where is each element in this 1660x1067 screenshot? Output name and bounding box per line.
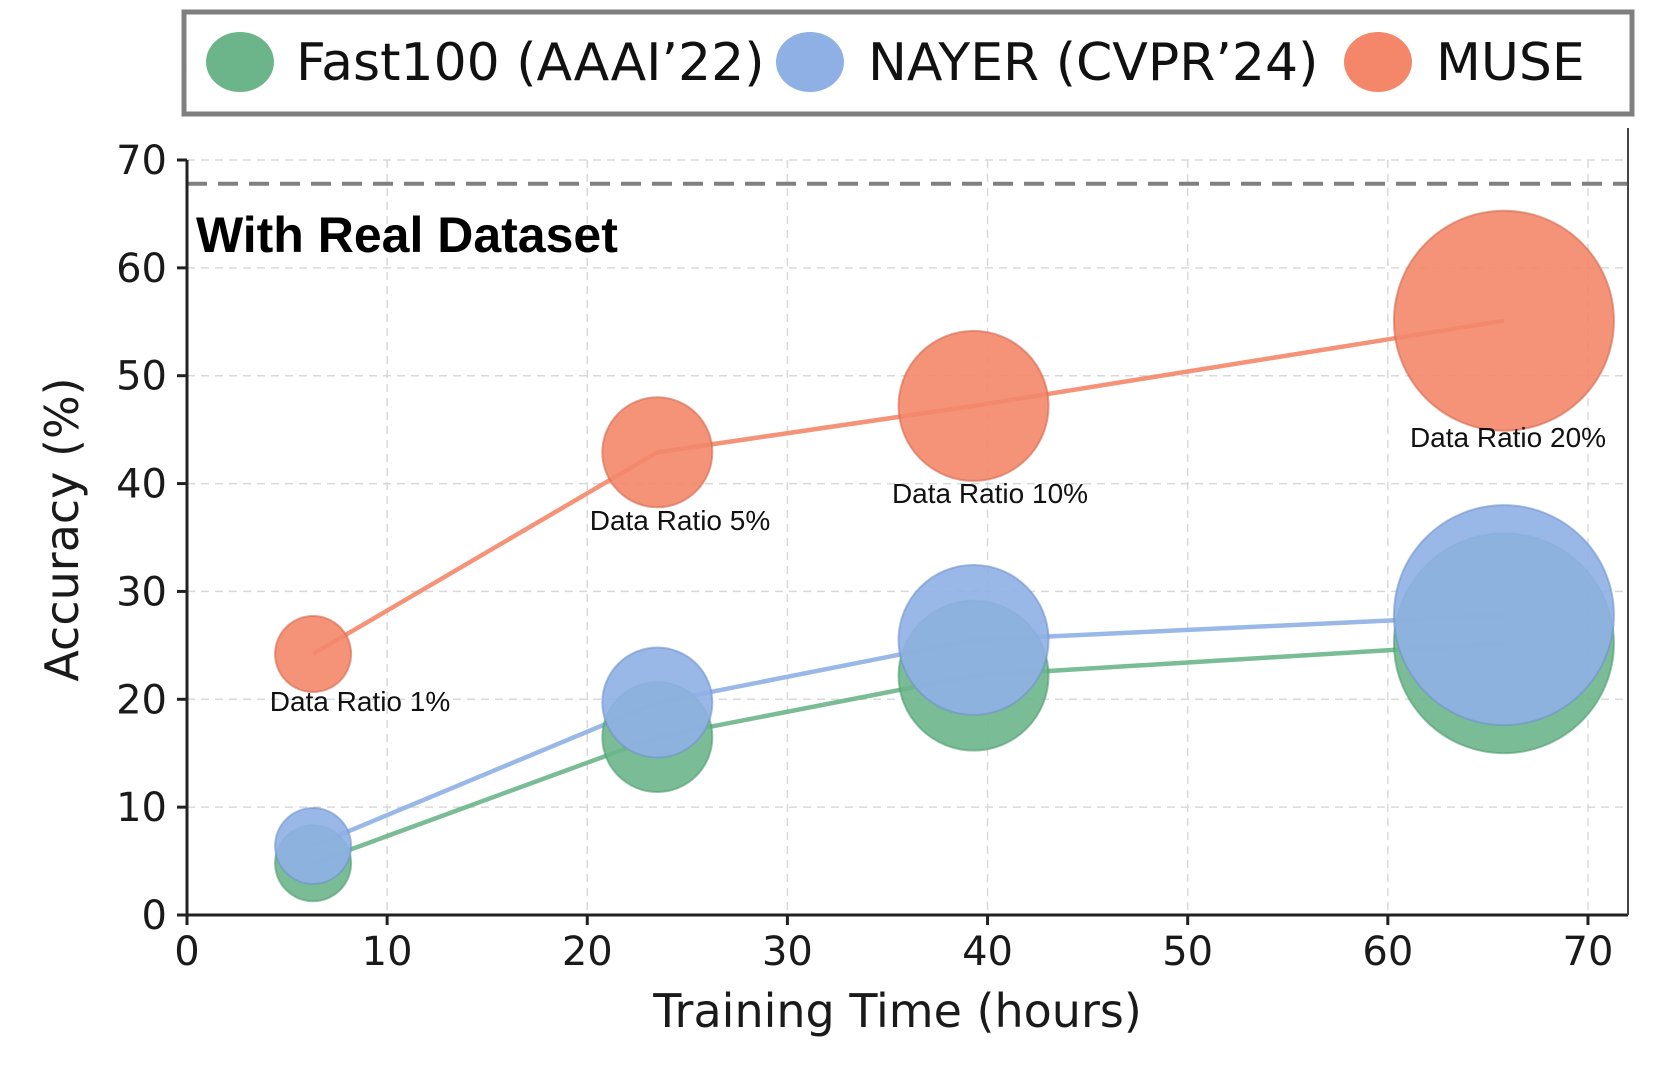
x-tick-label-30: 30 (762, 929, 813, 975)
bubble-series-2-point-0 (274, 614, 353, 693)
legend-swatch-fast100 (206, 32, 274, 92)
legend-swatch-muse (1344, 32, 1412, 92)
bubble-series-1-point-0 (274, 806, 353, 885)
x-tick-label-40: 40 (962, 929, 1013, 975)
series-line-1 (312, 612, 1505, 849)
y-tick-label-70: 70 (116, 138, 167, 184)
legend: Fast100 (AAAI’22) NAYER (CVPR’24) MUSE (181, 9, 1635, 117)
bubble-series-2-point-3 (1392, 209, 1615, 432)
series-bubbles (274, 209, 1615, 903)
y-axis-title: Accuracy (%) (35, 377, 89, 681)
y-tick-label-60: 60 (116, 246, 167, 292)
annotation-data-ratio-10: Data Ratio 10% (892, 478, 1088, 509)
y-tick-label-0: 0 (142, 893, 167, 939)
annotation-data-ratio-20: Data Ratio 20% (1410, 422, 1606, 453)
reference-line-group: With Real Dataset (187, 181, 1628, 263)
series-line-2 (311, 318, 1505, 656)
y-tick-label-40: 40 (116, 462, 167, 508)
x-tick-label-50: 50 (1162, 929, 1213, 975)
series-line-0 (312, 640, 1505, 866)
legend-label-fast100: Fast100 (AAAI’22) (296, 33, 764, 93)
bubble-series-2-point-1 (601, 396, 714, 509)
bubble-series-1-point-1 (601, 646, 714, 759)
y-tick-label-10: 10 (116, 785, 167, 831)
bubble-series-1-point-2 (897, 563, 1050, 716)
x-tick-label-60: 60 (1362, 929, 1413, 975)
y-tick-label-50: 50 (116, 354, 167, 400)
x-tick-label-70: 70 (1563, 929, 1614, 975)
tick-labels: 0 10 20 30 40 50 60 70 0 10 20 30 40 50 60 70 (116, 138, 1613, 975)
reference-line-label: With Real Dataset (196, 207, 618, 263)
annotation-data-ratio-1: Data Ratio 1% (270, 686, 451, 717)
legend-label-muse: MUSE (1436, 33, 1585, 93)
y-tick-label-30: 30 (116, 569, 167, 615)
bubble-series-2-point-2 (897, 329, 1050, 482)
legend-swatch-nayer (776, 32, 844, 92)
data-ratio-annotations: Data Ratio 1% Data Ratio 5% Data Ratio 1… (270, 422, 1606, 717)
x-axis-title: Training Time (hours) (652, 984, 1142, 1038)
y-tick-label-20: 20 (116, 677, 167, 723)
bubble-series-1-point-3 (1392, 504, 1615, 727)
x-tick-label-20: 20 (562, 929, 613, 975)
x-tick-label-10: 10 (362, 929, 413, 975)
x-tick-label-0: 0 (174, 929, 199, 975)
series-lines (311, 318, 1505, 866)
legend-label-nayer: NAYER (CVPR’24) (868, 33, 1318, 93)
annotation-data-ratio-5: Data Ratio 5% (590, 505, 771, 536)
